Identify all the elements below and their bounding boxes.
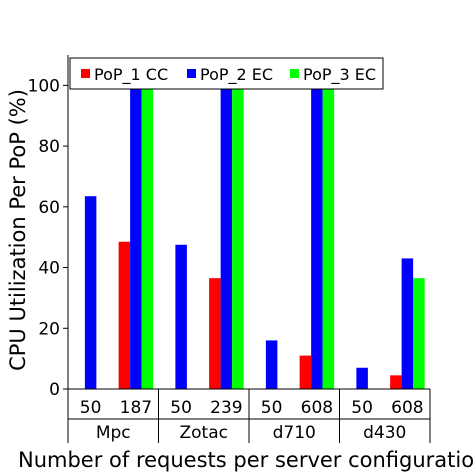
bar-d430-50-s2 xyxy=(356,367,368,389)
x-tick-label-d710-608: 608 xyxy=(301,398,333,418)
x-group-label-mpc: Mpc xyxy=(96,423,131,443)
bar-zotac-239-s2 xyxy=(220,88,233,390)
x-axis-label: Number of requests per server configurat… xyxy=(18,448,474,472)
x-group-label-d710: d710 xyxy=(273,423,316,443)
x-tick-label-mpc-187: 187 xyxy=(120,398,152,418)
bars-layer xyxy=(84,86,425,390)
x-tick-label-d430-50: 50 xyxy=(351,398,373,418)
y-tick-label-0: 0 xyxy=(49,380,60,400)
bar-zotac-239-s3 xyxy=(232,88,244,390)
bar-d710-50-s2 xyxy=(265,340,278,389)
legend-swatch-1 xyxy=(81,69,90,78)
x-tick-label-zotac-50: 50 xyxy=(170,398,192,418)
legend-label-1: PoP_1 CC xyxy=(94,65,168,85)
y-tick-label-20: 20 xyxy=(38,319,60,339)
y-axis-label: CPU Utilization Per PoP (%) xyxy=(6,89,30,371)
bar-d710-608-s1 xyxy=(299,355,312,389)
y-tick-label-40: 40 xyxy=(38,259,60,279)
bar-mpc-187-s2 xyxy=(130,88,142,390)
bar-d430-608-s1 xyxy=(390,375,402,389)
legend-label-3: PoP_3 EC xyxy=(303,65,376,85)
axes-layer: 0 20 40 60 80 100 50 187 Mpc 50 239 Zotac 50 608 d710 5… xyxy=(28,55,431,443)
bar-d710-608-s3 xyxy=(322,86,335,389)
legend-swatch-3 xyxy=(290,69,299,78)
x-tick-label-d710-50: 50 xyxy=(261,398,283,418)
x-group-label-d430: d430 xyxy=(363,423,406,443)
legend-label-2: PoP_2 EC xyxy=(200,65,273,85)
bar-d430-608-s2 xyxy=(401,258,414,389)
y-tick-label-60: 60 xyxy=(38,198,60,218)
legend-box xyxy=(69,57,384,90)
legend-swatch-2 xyxy=(187,69,196,78)
legend: PoP_1 CC PoP_2 EC PoP_3 EC xyxy=(69,57,384,90)
bar-zotac-50-s2 xyxy=(175,244,187,389)
y-tick-label-80: 80 xyxy=(38,137,60,157)
bar-mpc-187-s1 xyxy=(118,241,131,389)
bar-d710-608-s2 xyxy=(311,86,323,389)
x-tick-label-mpc-50: 50 xyxy=(80,398,102,418)
bar-mpc-50-s2 xyxy=(84,196,97,389)
bar-mpc-187-s3 xyxy=(141,88,154,390)
x-group-label-zotac: Zotac xyxy=(180,423,228,443)
x-tick-label-zotac-239: 239 xyxy=(210,398,242,418)
bar-zotac-239-s1 xyxy=(209,278,221,389)
y-tick-label-100: 100 xyxy=(28,76,60,96)
x-tick-label-d430-608: 608 xyxy=(391,398,423,418)
bar-d430-608-s3 xyxy=(413,278,425,389)
